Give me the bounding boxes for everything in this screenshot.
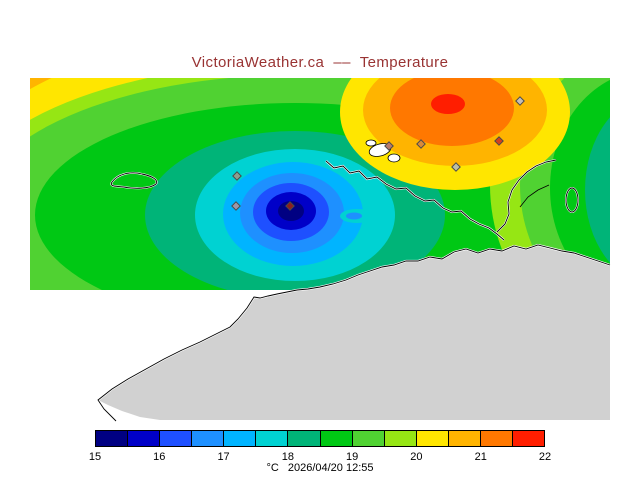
land-olympic-peninsula [98, 245, 610, 420]
station-marker-diamond [232, 171, 242, 181]
colorbar-tick: 21 [474, 451, 487, 463]
colorbar-segment [352, 431, 385, 446]
harbor-cold-patch [346, 212, 362, 220]
map-title: VictoriaWeather.ca –– Temperature [191, 54, 449, 71]
timestamp: 2026/04/20 12:55 [287, 462, 374, 474]
coastline-olympic [97, 244, 611, 422]
temperature-band-cold-core [278, 201, 304, 221]
colorbar [95, 430, 545, 447]
colorbar-ticks: 15 16 17 18 19 20 21 22 [0, 451, 640, 464]
station-marker-diamond [451, 162, 461, 172]
colorbar-segment [224, 431, 257, 446]
offshore-island-outline [110, 172, 158, 189]
colorbar-segment [513, 431, 545, 446]
coastline-saanich [496, 159, 557, 233]
temperature-field [30, 78, 610, 290]
colorbar-tick: 16 [153, 451, 166, 463]
colorbar-segment [96, 431, 129, 446]
units-label: °C [266, 462, 279, 474]
colorbar-tick: 20 [410, 451, 423, 463]
colorbar-segment [416, 431, 449, 446]
colorbar-segment [192, 431, 225, 446]
colorbar-tick: 17 [217, 451, 230, 463]
station-marker-diamond [494, 136, 504, 146]
station-marker-diamond [231, 201, 241, 211]
colorbar-tick: 22 [538, 451, 552, 463]
island-outline-right [565, 187, 579, 213]
temperature-band [585, 117, 610, 263]
colorbar-segment [448, 431, 481, 446]
colorbar-caption: °C 2026/04/20 12:55 [0, 462, 640, 474]
colorbar-segment [160, 431, 193, 446]
colorbar-segment [288, 431, 321, 446]
lake [387, 153, 401, 163]
temperature-band-warm-core [431, 94, 465, 114]
station-marker-diamond [285, 201, 295, 211]
colorbar-segment [320, 431, 353, 446]
lake [365, 139, 377, 147]
coastline-haro-channel [519, 184, 550, 208]
colorbar-segment [256, 431, 289, 446]
station-marker-diamond [384, 141, 394, 151]
station-markers [231, 96, 525, 211]
colorbar-tick: 19 [346, 451, 359, 463]
coastline-vancouver-island [325, 160, 505, 241]
station-marker-diamond [416, 139, 426, 149]
colorbar-segment [128, 431, 161, 446]
colorbar-segment [480, 431, 514, 446]
colorbar-tick: 18 [281, 451, 294, 463]
colorbar-segment [384, 431, 417, 446]
colorbar-tick: 15 [88, 451, 102, 463]
station-marker-diamond [515, 96, 525, 106]
